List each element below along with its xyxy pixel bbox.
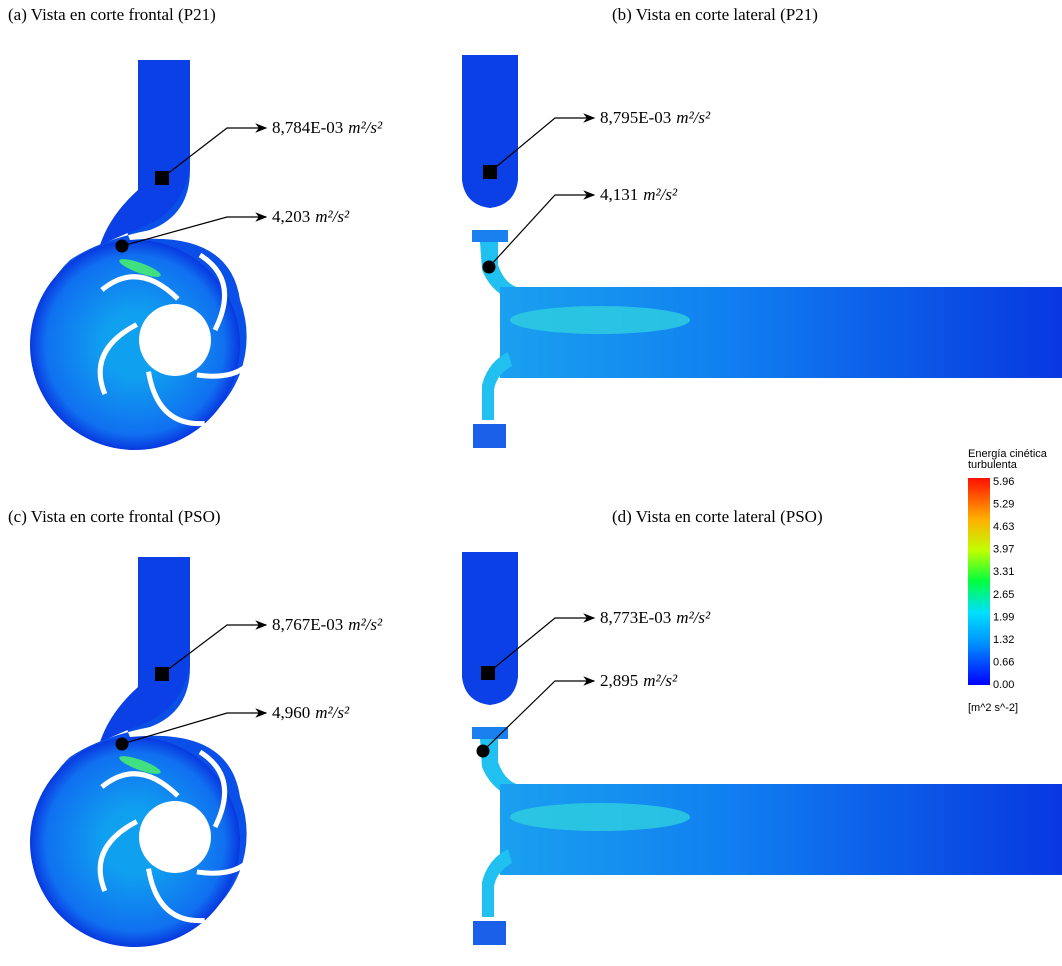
leader-arrow [482,676,596,752]
blade [100,771,180,798]
blade [100,274,180,301]
impeller-top [480,739,520,797]
jet [510,306,690,334]
annotation-unit: m²/s² [676,608,711,627]
impeller-bottom [482,352,512,420]
annotation-unit: m²/s² [315,703,350,722]
blade [198,252,228,332]
labels: (a) Vista en corte frontal (P21) 8,784E-0… [8,5,1048,758]
annotation: 8,795E-03 m²/s² [600,108,711,127]
annotation-value: 8,795E-03 [600,108,671,127]
annotation: 8,767E-03 m²/s² [272,615,383,634]
flange-top [472,230,508,242]
colorbar-unit: [m^2 s^-2] [968,702,1018,714]
annotation-unit: m²/s² [315,207,350,226]
annotation: 8,784E-03 m²/s² [272,118,383,137]
annotation: 8,773E-03 m²/s² [600,608,711,627]
colorbar-tick: 1.99 [993,611,1014,623]
colorbar-tick: 2.65 [993,589,1014,601]
annotation-value: 8,784E-03 [272,118,343,137]
outlet [100,60,190,245]
caption: (c) Vista en corte frontal (PSO) [8,507,221,526]
impeller-top [480,242,520,300]
colorbar-tick: 0.00 [993,679,1014,691]
annotation-unit: m²/s² [348,615,383,634]
annotation: 4,131 m²/s² [600,185,678,204]
colorbar-tick: 5.96 [993,476,1014,488]
hotspot [119,259,161,277]
annotation-value: 8,767E-03 [272,615,343,634]
annotation-unit: m²/s² [643,185,678,204]
nozzle [462,55,518,208]
colorbar-tick: 3.97 [993,544,1014,556]
leader-arrow [489,113,596,173]
annotation-value: 2,895 [600,671,638,690]
caption: (b) Vista en corte lateral (P21) [612,5,818,24]
blade [196,833,266,876]
blade [198,749,228,829]
leader-arrow [161,123,268,179]
annotation-unit: m²/s² [676,108,711,127]
annotation-value: 4,131 [600,185,638,204]
caption: (a) Vista en corte frontal (P21) [8,5,216,24]
colorbar-tick: 5.29 [993,499,1014,511]
annotation-value: 8,773E-03 [600,608,671,627]
volute-body [30,737,240,947]
jet [510,803,690,831]
annotation: 2,895 m²/s² [600,671,678,690]
nozzle [462,552,518,705]
colorbar [968,478,990,685]
volute-body [30,240,240,450]
leader-arrow [487,613,596,674]
leader-arrow [161,620,268,675]
blade [146,371,205,427]
flange-bottom [473,424,506,448]
annotation: 4,203 m²/s² [272,207,350,226]
blade [97,819,138,893]
hotspot [119,756,161,774]
annotation-unit: m²/s² [348,118,383,137]
colorbar-title: Energía cinética [968,448,1048,460]
lateral-view [462,552,1062,945]
colorbar-tick: 3.31 [993,566,1014,578]
colorbar-title: turbulenta [968,459,1018,471]
blade [196,336,266,379]
flange-bottom [473,921,506,945]
colorbar-tick: 4.63 [993,521,1014,533]
impeller-bottom [482,849,512,917]
colorbar-tick: 1.32 [993,634,1014,646]
lateral-view [462,55,1062,448]
blade [97,322,138,396]
flange-top [472,727,508,739]
outlet [100,557,190,742]
eye [139,304,211,376]
eye [139,801,211,873]
colorbar-tick: 0.66 [993,656,1014,668]
frontal-view [30,60,266,450]
annotation-unit: m²/s² [643,671,678,690]
annotation-value: 4,960 [272,703,310,722]
blade [146,868,205,924]
leader-arrow [121,708,268,745]
annotation: 4,960 m²/s² [272,703,350,722]
annotation-value: 4,203 [272,207,310,226]
leader-arrow [121,212,268,247]
frontal-view [30,557,266,947]
artwork [30,55,1062,947]
caption: (d) Vista en corte lateral (PSO) [612,507,823,526]
leader-arrow [488,190,596,268]
